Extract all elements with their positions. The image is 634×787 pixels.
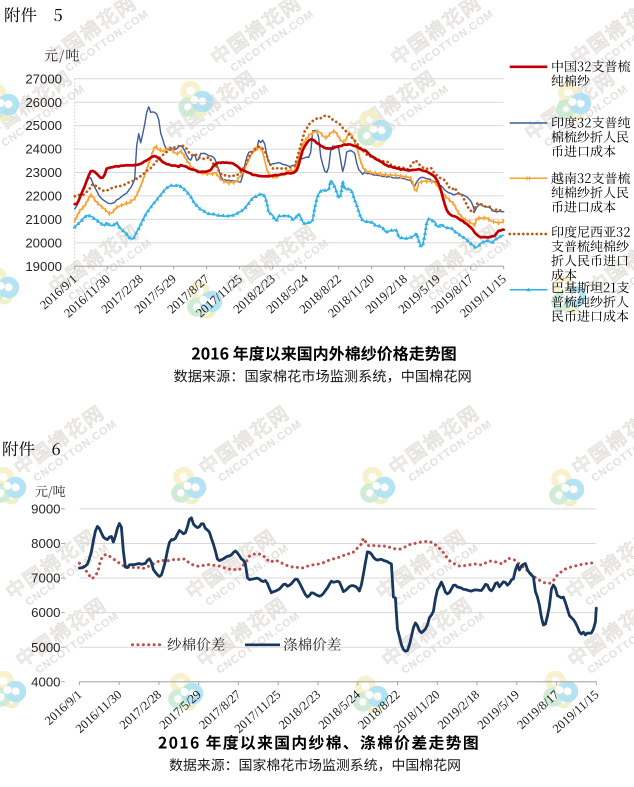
svg-text:7000: 7000 — [31, 571, 60, 586]
svg-text:6000: 6000 — [31, 605, 60, 620]
svg-text:21000: 21000 — [25, 212, 62, 227]
svg-text:4000: 4000 — [31, 674, 60, 689]
svg-text:20000: 20000 — [25, 235, 62, 250]
svg-text:8000: 8000 — [31, 536, 60, 551]
svg-text:26000: 26000 — [25, 95, 62, 110]
svg-text:19000: 19000 — [25, 259, 62, 274]
svg-text:22000: 22000 — [25, 189, 62, 204]
svg-text:23000: 23000 — [25, 165, 62, 180]
svg-text:9000: 9000 — [31, 502, 60, 517]
svg-text:5000: 5000 — [31, 640, 60, 655]
svg-text:25000: 25000 — [25, 118, 62, 133]
svg-text:27000: 27000 — [25, 71, 62, 86]
svg-text:24000: 24000 — [25, 142, 62, 157]
